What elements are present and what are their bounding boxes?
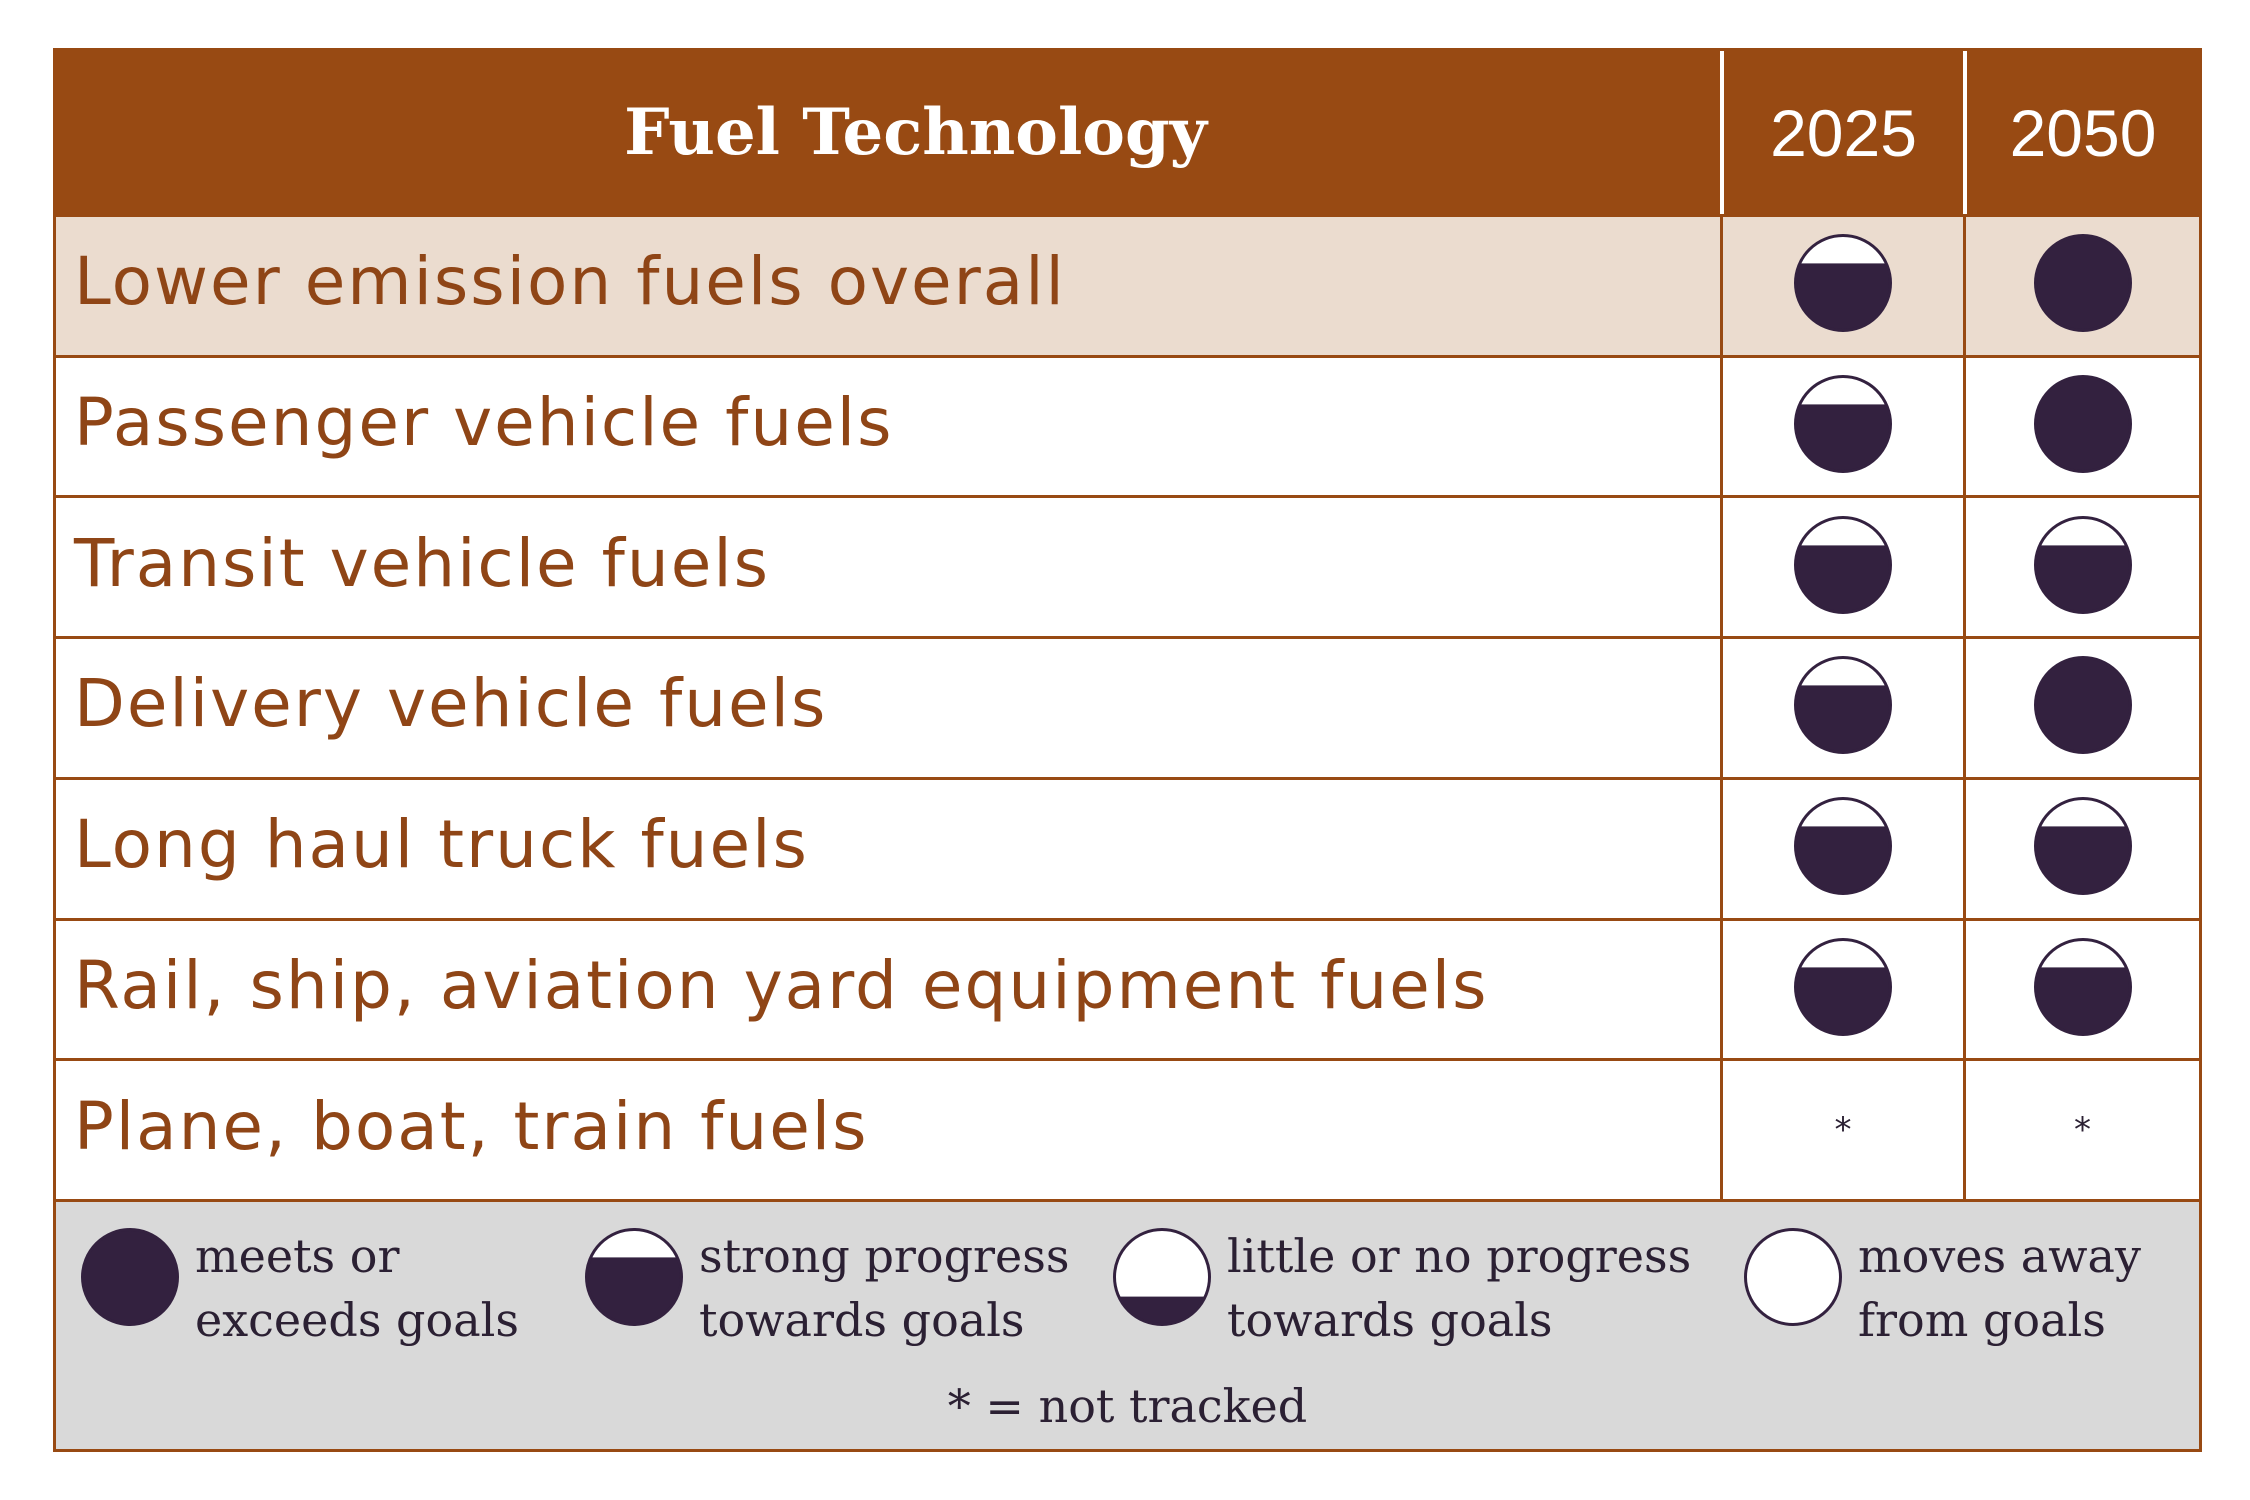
legend-item-strong-progress: strong progress towards goals xyxy=(585,1224,1069,1352)
legend-away-line1: moves away xyxy=(1858,1229,2141,1283)
not-tracked-text: = not tracked xyxy=(985,1379,1308,1433)
status-icon: * xyxy=(2074,1110,2091,1150)
row-label: Passenger vehicle fuels xyxy=(56,354,1720,496)
rating-cell-2025 xyxy=(1720,776,1963,918)
status-icon xyxy=(2033,656,2132,759)
full-circle-icon xyxy=(81,1228,179,1331)
fuel-technology-table: Fuel Technology 2025 2050 Lower emission… xyxy=(53,48,2202,1452)
rating-cell-2050 xyxy=(1963,636,2199,777)
year-header-2025: 2025 xyxy=(1720,51,1963,214)
legend-strong-line1: strong progress xyxy=(699,1229,1070,1283)
rating-cell-2050 xyxy=(1963,214,2199,355)
legend-meets-line1: meets or xyxy=(195,1229,400,1283)
rating-cell-2050: * xyxy=(1963,1058,2199,1199)
not-tracked-note: * = not tracked xyxy=(56,1379,2199,1433)
not-tracked-asterisk: * xyxy=(2074,1110,2091,1151)
rating-cell-2025 xyxy=(1720,636,1963,777)
legend-strong-line2: towards goals xyxy=(699,1293,1025,1347)
status-icon xyxy=(1794,656,1892,759)
status-icon xyxy=(2033,515,2132,619)
row-label: Delivery vehicle fuels xyxy=(56,636,1720,777)
status-icon xyxy=(1794,515,1892,619)
legend-item-meets-goals: meets or exceeds goals xyxy=(81,1224,519,1352)
status-icon xyxy=(2033,937,2132,1041)
empty-circle-icon xyxy=(1744,1228,1842,1331)
table-title: Fuel Technology xyxy=(56,51,1720,214)
status-icon xyxy=(2033,234,2132,337)
status-icon xyxy=(1794,797,1892,900)
status-icon xyxy=(2033,797,2132,900)
status-icon: * xyxy=(1835,1110,1852,1150)
rating-cell-2025 xyxy=(1720,495,1963,637)
legend-meets-line2: exceeds goals xyxy=(195,1293,519,1347)
row-label: Plane, boat, train fuels xyxy=(56,1058,1720,1199)
not-tracked-asterisk: * xyxy=(1834,1110,1852,1151)
asterisk-symbol: * xyxy=(947,1379,971,1433)
row-label: Lower emission fuels overall xyxy=(56,214,1720,355)
rating-cell-2025 xyxy=(1720,214,1963,355)
table-grid: Fuel Technology 2025 2050 Lower emission… xyxy=(56,51,2199,1199)
rating-cell-2025 xyxy=(1720,917,1963,1059)
rating-cell-2025: * xyxy=(1720,1058,1963,1199)
rating-cell-2050 xyxy=(1963,917,2199,1059)
status-icon xyxy=(1794,937,1892,1041)
three-quarter-circle-icon xyxy=(585,1228,683,1331)
status-icon xyxy=(1794,375,1892,478)
row-label: Rail, ship, aviation yard equipment fuel… xyxy=(56,917,1720,1059)
row-label: Transit vehicle fuels xyxy=(56,495,1720,636)
status-icon xyxy=(2033,375,2132,478)
rating-cell-2050 xyxy=(1963,495,2199,637)
quarter-circle-icon xyxy=(1113,1228,1211,1331)
row-label: Long haul truck fuels xyxy=(56,776,1720,918)
legend-little-line2: towards goals xyxy=(1227,1293,1553,1347)
rating-cell-2050 xyxy=(1963,354,2199,496)
legend-little-line1: little or no progress xyxy=(1227,1229,1692,1283)
legend-item-moves-away: moves away from goals xyxy=(1744,1224,2141,1352)
status-icon xyxy=(1794,234,1892,337)
legend-away-line2: from goals xyxy=(1858,1293,2106,1347)
legend: meets or exceeds goals strong progress t… xyxy=(56,1199,2199,1449)
rating-cell-2025 xyxy=(1720,354,1963,496)
legend-item-little-progress: little or no progress towards goals xyxy=(1113,1224,1691,1352)
rating-cell-2050 xyxy=(1963,776,2199,918)
year-header-2050: 2050 xyxy=(1963,51,2199,214)
